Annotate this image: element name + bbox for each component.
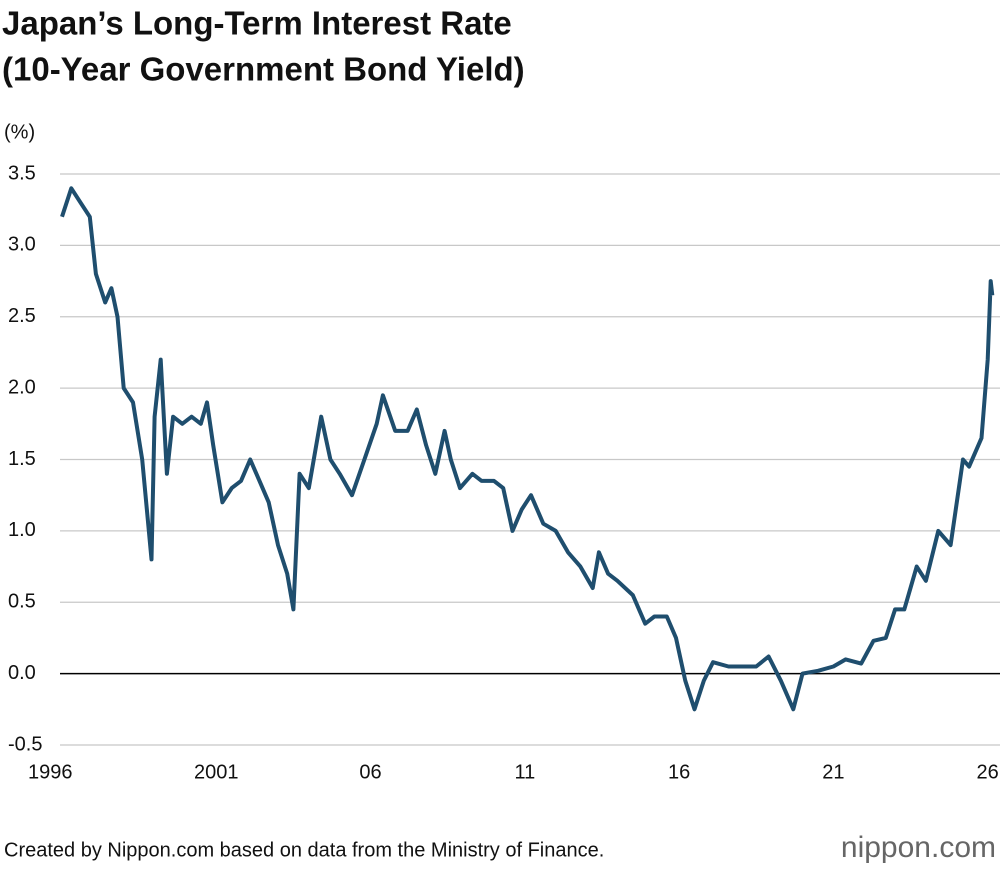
logo: nippon.com	[841, 831, 996, 864]
x-tick-label: 06	[359, 761, 381, 783]
x-tick-label: 21	[822, 761, 844, 783]
data-line	[60, 186, 995, 712]
y-tick-label: 1.0	[8, 519, 36, 541]
source-note: Created by Nippon.com based on data from…	[4, 839, 604, 861]
y-tick-label: 1.5	[8, 448, 36, 470]
y-tick-label: 2.0	[8, 376, 36, 398]
y-axis-label: (%)	[4, 121, 35, 143]
y-tick-label: -0.5	[8, 733, 42, 755]
chart-subtitle: (10-Year Government Bond Yield)	[2, 51, 525, 88]
x-tick-label: 26	[977, 761, 999, 783]
x-tick-label: 11	[514, 761, 535, 783]
y-tick-label: 0.0	[8, 662, 36, 684]
y-tick-label: 3.0	[8, 234, 36, 256]
x-tick-label: 1996	[28, 761, 73, 783]
chart-title: Japan’s Long-Term Interest Rate	[2, 5, 512, 42]
y-tick-label: 0.5	[8, 591, 36, 613]
y-tick-label: 2.5	[8, 305, 36, 327]
x-tick-label: 16	[668, 761, 690, 783]
y-tick-label: 3.5	[8, 162, 36, 184]
x-tick-label: 2001	[194, 761, 239, 783]
